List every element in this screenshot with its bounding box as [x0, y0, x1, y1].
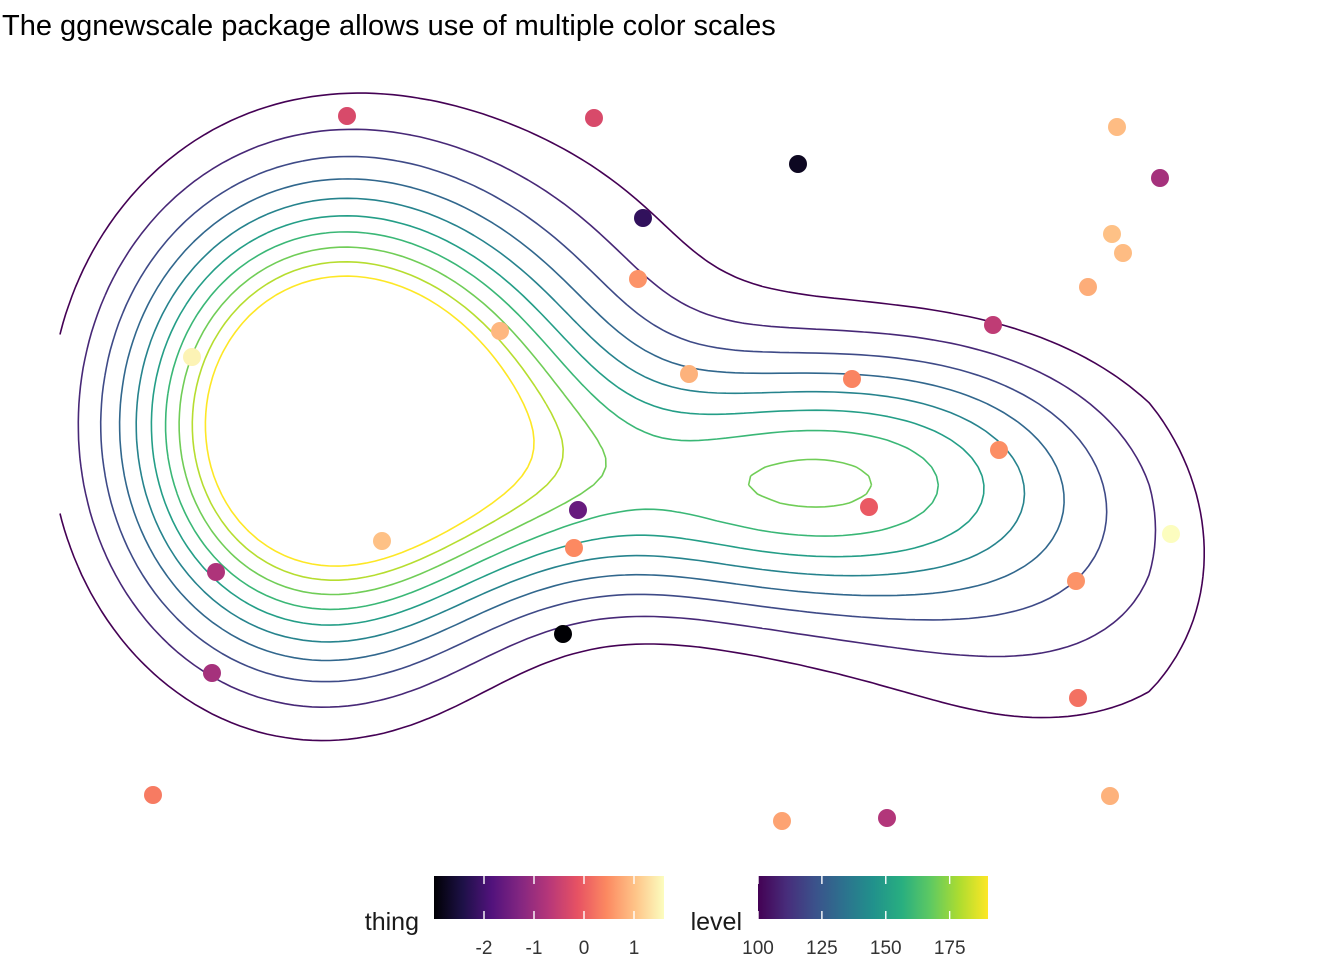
data-point — [984, 316, 1002, 334]
data-point — [203, 664, 221, 682]
legend-thing-title: thing — [365, 908, 419, 936]
data-point — [1079, 278, 1097, 296]
data-point — [634, 209, 652, 227]
data-point — [843, 370, 861, 388]
contour-line-level-140 — [135, 197, 1026, 643]
data-point — [491, 322, 509, 340]
data-point — [1114, 244, 1132, 262]
data-point — [207, 563, 225, 581]
data-point — [773, 812, 791, 830]
legend-level-tick-label: 100 — [742, 938, 774, 959]
contour-line-level-130 — [118, 178, 1065, 662]
contour-line-level-170 — [178, 246, 873, 596]
data-point — [144, 786, 162, 804]
data-point — [1101, 787, 1119, 805]
contour-line-level-190 — [204, 275, 535, 567]
data-point — [183, 348, 201, 366]
legend-thing-tick-label: 0 — [579, 938, 590, 959]
data-point — [1103, 225, 1121, 243]
data-point — [1069, 689, 1087, 707]
chart-title: The ggnewscale package allows use of mul… — [2, 10, 776, 42]
data-point — [860, 498, 878, 516]
legend-thing-colorbar — [434, 876, 664, 919]
data-point — [1151, 169, 1169, 187]
data-point — [878, 809, 896, 827]
legend-level-colorbar — [758, 876, 988, 919]
contour-lines — [59, 92, 1205, 742]
legend-level: level 100 125 150 175 — [691, 876, 988, 959]
legend-level-title: level — [691, 908, 742, 936]
data-point — [629, 270, 647, 288]
contour-line-level-180 — [191, 261, 564, 581]
legend-thing-tick-label: -2 — [476, 938, 493, 959]
data-point — [554, 625, 572, 643]
data-point — [990, 441, 1008, 459]
legend-level-tick-label: 125 — [806, 938, 838, 959]
contour-line-level-110 — [77, 128, 1157, 708]
data-point — [338, 107, 356, 125]
data-point — [1108, 118, 1126, 136]
legend-thing-tick-label: 1 — [629, 938, 640, 959]
legend-level-tick-label: 150 — [870, 938, 902, 959]
legend-thing: thing -2 -1 0 1 — [365, 876, 664, 959]
data-point — [789, 155, 807, 173]
data-point — [1162, 525, 1180, 543]
data-point — [569, 501, 587, 519]
data-point — [585, 109, 603, 127]
legend-thing-tick-label: -1 — [526, 938, 543, 959]
data-point — [373, 532, 391, 550]
contour-line-level-150 — [150, 215, 985, 626]
data-point — [565, 539, 583, 557]
contour-line-level-120 — [99, 155, 1108, 683]
data-point — [1067, 572, 1085, 590]
contour-line-level-100 — [59, 92, 1205, 742]
data-point — [680, 365, 698, 383]
legend-level-tick-label: 175 — [934, 938, 966, 959]
scatter-points — [144, 107, 1180, 830]
contour-line-level-160 — [164, 231, 940, 611]
